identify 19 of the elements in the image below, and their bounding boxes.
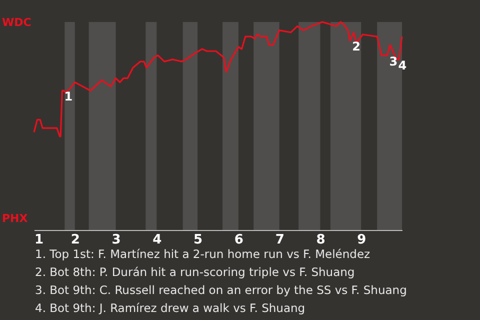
x-tick-label: 9 <box>357 232 366 248</box>
text: PHX <box>2 212 28 225</box>
text: 3. Bot 9th: C. Russell reached on an error by the SS vs F. Shuang <box>35 282 407 299</box>
annotation: 2 <box>352 40 360 54</box>
x-tick-label: 6 <box>234 232 244 248</box>
annotation: 4 <box>398 58 407 72</box>
x-tick-label: 3 <box>112 232 121 248</box>
x-tick-label: 4 <box>152 232 162 248</box>
x-tick-label: 5 <box>194 232 203 248</box>
text: 4. Bot 9th: J. Ramírez drew a walk vs F. Shuang <box>35 300 306 317</box>
x-tick-label: 7 <box>275 232 284 248</box>
text: 1. Top 1st: F. Martínez hit a 2-run home run vs F. Meléndez <box>35 246 372 263</box>
x-tick-label: 8 <box>316 232 326 248</box>
x-tick-label: 2 <box>70 232 80 248</box>
annotation: 1 <box>64 90 73 104</box>
text: WDC <box>2 16 32 29</box>
x-tick-label: 1 <box>34 232 44 248</box>
annotation: 3 <box>389 54 398 68</box>
text: 2. Bot 8th: P. Durán hit a run-scoring triple vs F. Shuang <box>35 264 356 281</box>
